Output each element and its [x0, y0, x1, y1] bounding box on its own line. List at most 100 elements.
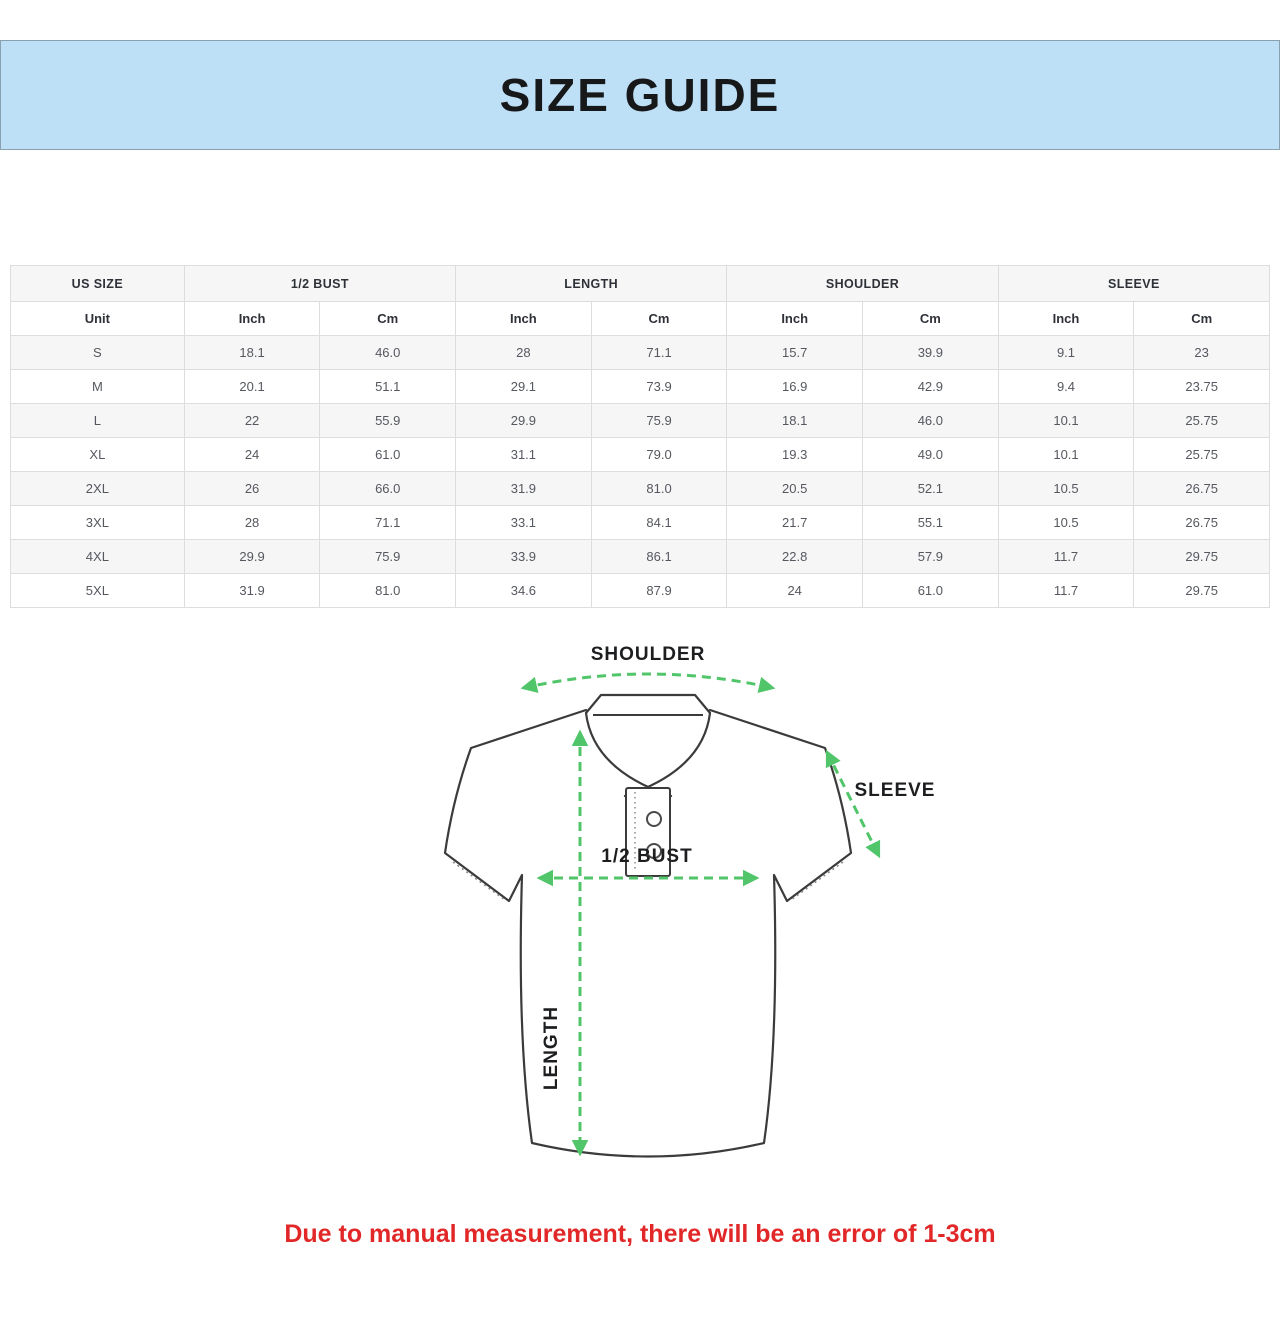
value-cell: 75.9: [590, 403, 728, 438]
size-cell: 2XL: [10, 471, 185, 506]
table-row: M 20.1 51.1 29.1 73.9 16.9 42.9 9.4 23.7…: [10, 369, 1270, 404]
column-group-bust: 1/2 BUST: [183, 265, 457, 302]
sleeve-label: SLEEVE: [855, 780, 936, 801]
value-cell: 73.9: [590, 369, 728, 404]
sleeve-arrow: [825, 749, 881, 859]
table-row: S 18.1 46.0 28 71.1 15.7 39.9 9.1 23: [10, 335, 1270, 370]
length-label: LENGTH: [541, 1006, 562, 1090]
value-cell: 28: [183, 505, 321, 540]
value-cell: 66.0: [319, 471, 457, 506]
value-cell: 42.9: [862, 369, 999, 404]
value-cell: 10.1: [997, 437, 1135, 472]
unit-header: Inch: [455, 301, 592, 336]
value-cell: 33.9: [455, 539, 592, 574]
value-cell: 29.9: [455, 403, 592, 438]
size-table: US SIZE 1/2 BUST LENGTH SHOULDER SLEEVE …: [10, 265, 1271, 608]
value-cell: 51.1: [319, 369, 457, 404]
table-row: L 22 55.9 29.9 75.9 18.1 46.0 10.1 25.75: [10, 403, 1270, 438]
value-cell: 49.0: [862, 437, 999, 472]
value-cell: 39.9: [862, 335, 999, 370]
size-cell: S: [10, 335, 185, 370]
polo-shirt-diagram: SHOULDER SLEEVE 1/2 BUST LENGTH: [0, 638, 1280, 1198]
table-row: 2XL 26 66.0 31.9 81.0 20.5 52.1 10.5 26.…: [10, 471, 1270, 506]
value-cell: 52.1: [862, 471, 999, 506]
unit-header: Cm: [862, 301, 999, 336]
value-cell: 24: [183, 437, 321, 472]
unit-header: Inch: [726, 301, 864, 336]
value-cell: 79.0: [590, 437, 728, 472]
value-cell: 22: [183, 403, 321, 438]
value-cell: 61.0: [862, 573, 999, 608]
value-cell: 29.9: [183, 539, 321, 574]
unit-header: Inch: [997, 301, 1135, 336]
value-cell: 20.1: [183, 369, 321, 404]
value-cell: 20.5: [726, 471, 864, 506]
value-cell: 31.9: [183, 573, 321, 608]
value-cell: 9.4: [997, 369, 1135, 404]
value-cell: 86.1: [590, 539, 728, 574]
unit-header: Unit: [10, 301, 185, 336]
banner: SIZE GUIDE: [0, 40, 1280, 150]
value-cell: 29.75: [1133, 539, 1270, 574]
table-row: 3XL 28 71.1 33.1 84.1 21.7 55.1 10.5 26.…: [10, 505, 1270, 540]
value-cell: 11.7: [997, 539, 1135, 574]
value-cell: 18.1: [183, 335, 321, 370]
value-cell: 23: [1133, 335, 1270, 370]
value-cell: 10.1: [997, 403, 1135, 438]
unit-header: Cm: [590, 301, 728, 336]
column-group-us-size: US SIZE: [10, 265, 185, 302]
value-cell: 61.0: [319, 437, 457, 472]
table-unit-row: Unit Inch Cm Inch Cm Inch Cm Inch Cm: [10, 301, 1270, 336]
table-row: XL 24 61.0 31.1 79.0 19.3 49.0 10.1 25.7…: [10, 437, 1270, 472]
value-cell: 10.5: [997, 505, 1135, 540]
size-cell: L: [10, 403, 185, 438]
value-cell: 11.7: [997, 573, 1135, 608]
value-cell: 46.0: [862, 403, 999, 438]
value-cell: 21.7: [726, 505, 864, 540]
value-cell: 24: [726, 573, 864, 608]
column-group-shoulder: SHOULDER: [726, 265, 999, 302]
value-cell: 28: [455, 335, 592, 370]
value-cell: 25.75: [1133, 403, 1270, 438]
value-cell: 81.0: [319, 573, 457, 608]
unit-header: Inch: [183, 301, 321, 336]
value-cell: 22.8: [726, 539, 864, 574]
value-cell: 19.3: [726, 437, 864, 472]
value-cell: 26: [183, 471, 321, 506]
button: [646, 843, 662, 859]
shirt-outline: [443, 708, 853, 1158]
value-cell: 84.1: [590, 505, 728, 540]
value-cell: 46.0: [319, 335, 457, 370]
unit-header: Cm: [1133, 301, 1270, 336]
button: [646, 811, 662, 827]
unit-header: Cm: [319, 301, 457, 336]
value-cell: 31.9: [455, 471, 592, 506]
value-cell: 71.1: [590, 335, 728, 370]
value-cell: 81.0: [590, 471, 728, 506]
value-cell: 26.75: [1133, 505, 1270, 540]
column-group-sleeve: SLEEVE: [997, 265, 1271, 302]
value-cell: 55.1: [862, 505, 999, 540]
value-cell: 16.9: [726, 369, 864, 404]
size-cell: 3XL: [10, 505, 185, 540]
value-cell: 9.1: [997, 335, 1135, 370]
size-cell: M: [10, 369, 185, 404]
table-group-header-row: US SIZE 1/2 BUST LENGTH SHOULDER SLEEVE: [10, 265, 1271, 302]
value-cell: 55.9: [319, 403, 457, 438]
collar-band: [585, 693, 711, 714]
shoulder-arrow: [520, 672, 776, 693]
size-cell: 5XL: [10, 573, 185, 608]
value-cell: 71.1: [319, 505, 457, 540]
value-cell: 25.75: [1133, 437, 1270, 472]
table-row: 5XL 31.9 81.0 34.6 87.9 24 61.0 11.7 29.…: [10, 573, 1270, 608]
value-cell: 33.1: [455, 505, 592, 540]
value-cell: 31.1: [455, 437, 592, 472]
value-cell: 15.7: [726, 335, 864, 370]
value-cell: 29.1: [455, 369, 592, 404]
value-cell: 10.5: [997, 471, 1135, 506]
value-cell: 26.75: [1133, 471, 1270, 506]
page-title: SIZE GUIDE: [499, 69, 781, 121]
shoulder-label: SHOULDER: [591, 644, 706, 665]
value-cell: 29.75: [1133, 573, 1270, 608]
polo-shirt-svg: SHOULDER SLEEVE 1/2 BUST LENGTH: [443, 644, 936, 1158]
